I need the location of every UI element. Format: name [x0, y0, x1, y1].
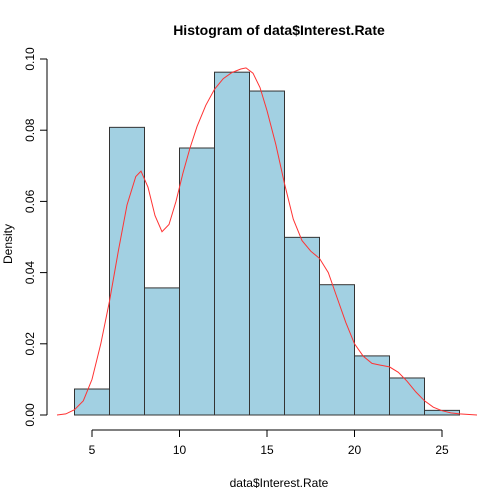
histogram-bar-4: [214, 71, 250, 416]
y-tick-label: 0.04: [23, 261, 37, 285]
histogram-bar-0: [74, 388, 110, 416]
histogram-bar-1: [109, 126, 145, 416]
y-axis: 0.00 0.02 0.04 0.06 0.08 0.10: [23, 47, 48, 427]
histogram-bars: [74, 71, 460, 416]
histogram-bar-2: [144, 287, 180, 416]
x-tick-label: 10: [173, 443, 187, 457]
histogram-bar-9: [389, 377, 425, 416]
y-tick-label: 0.06: [23, 189, 37, 213]
histogram-bar-3: [179, 147, 215, 416]
x-tick-label: 15: [260, 443, 274, 457]
y-tick-label: 0.10: [23, 47, 37, 71]
x-axis: 5 10 15 20 25: [89, 429, 449, 457]
x-axis-label: data$Interest.Rate: [230, 476, 329, 490]
x-tick-label: 20: [348, 443, 362, 457]
y-tick-label: 0.08: [23, 118, 37, 142]
x-tick-label: 5: [89, 443, 96, 457]
y-tick-label: 0.00: [23, 403, 37, 427]
y-axis-label: Density: [1, 224, 15, 264]
histogram-bar-6: [284, 236, 320, 416]
histogram-bar-8: [354, 355, 390, 416]
histogram-bar-7: [319, 284, 355, 416]
density-curve: [56, 67, 478, 416]
x-tick-label: 25: [435, 443, 449, 457]
chart-title: Histogram of data$Interest.Rate: [173, 22, 385, 38]
y-tick-label: 0.02: [23, 332, 37, 356]
histogram-bar-5: [249, 90, 285, 416]
